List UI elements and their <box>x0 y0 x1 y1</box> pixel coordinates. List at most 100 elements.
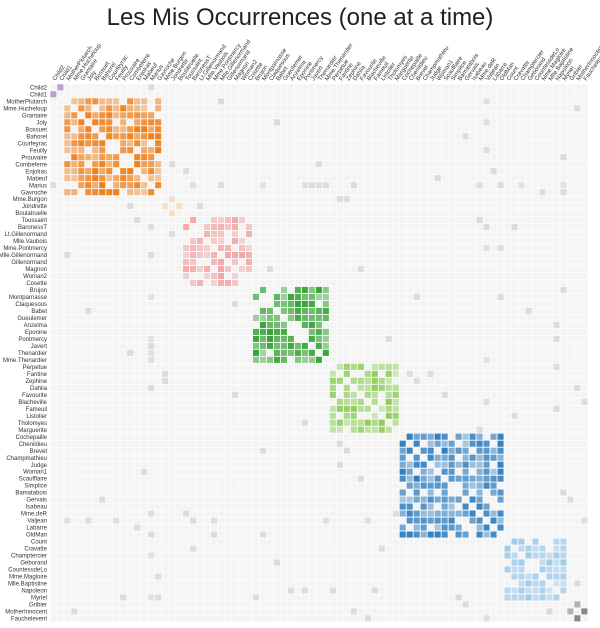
matrix-cell <box>553 405 560 412</box>
matrix-cell <box>378 384 385 391</box>
matrix-cell <box>238 237 246 245</box>
matrix-cell <box>518 594 525 601</box>
row-label: Toussaint <box>22 218 48 224</box>
row-label: BaronessT <box>18 225 47 231</box>
matrix-cell <box>308 286 315 294</box>
matrix-cell <box>462 461 469 468</box>
matrix-cell <box>301 321 308 328</box>
matrix-cell <box>98 153 106 161</box>
matrix-cell <box>273 342 280 349</box>
matrix-cell <box>357 265 364 273</box>
matrix-cell <box>469 440 476 447</box>
matrix-cell <box>196 251 204 259</box>
row-label: Fameuil <box>26 407 47 413</box>
matrix-cell <box>259 181 266 189</box>
matrix-cell <box>364 419 371 426</box>
matrix-cell <box>140 104 148 112</box>
matrix-cell <box>553 538 560 545</box>
matrix-cell <box>357 419 364 426</box>
matrix-cell <box>266 321 273 328</box>
matrix-cell <box>462 531 469 538</box>
matrix-cell <box>147 356 155 363</box>
matrix-cell <box>553 363 560 370</box>
matrix-cell <box>259 321 266 328</box>
matrix-cell <box>441 531 448 538</box>
matrix-cell <box>462 475 469 482</box>
matrix-cell <box>560 587 567 594</box>
matrix-cell <box>147 594 155 601</box>
matrix-cell <box>217 258 225 266</box>
row-label: MotherInnocent <box>5 609 47 615</box>
matrix-cell <box>392 510 399 517</box>
matrix-cell <box>420 433 427 440</box>
matrix-cell <box>371 426 378 433</box>
matrix-cell <box>266 356 273 363</box>
matrix-cell <box>406 370 413 377</box>
matrix-cell <box>574 384 581 391</box>
matrix-cell <box>441 517 448 524</box>
matrix-cell <box>182 265 190 273</box>
matrix-cell <box>210 517 218 524</box>
row-label: Mlle.Baptistine <box>8 582 48 588</box>
matrix-cell <box>105 125 113 133</box>
row-label: Scaufflaire <box>19 477 48 483</box>
matrix-cell <box>490 447 497 454</box>
matrix-cell <box>238 216 246 224</box>
matrix-cell <box>112 188 120 196</box>
matrix-cell <box>112 104 120 112</box>
matrix-cell <box>476 468 483 475</box>
matrix-cell <box>308 335 315 342</box>
matrix-cell <box>308 300 315 307</box>
matrix-cell <box>392 391 399 398</box>
matrix-cell <box>322 328 329 335</box>
matrix-cell <box>476 475 483 482</box>
matrix-cell <box>84 97 92 105</box>
matrix-cell <box>413 454 420 461</box>
matrix-cell <box>133 125 141 133</box>
matrix-cell <box>294 342 301 349</box>
matrix-cell <box>427 440 434 447</box>
matrix-cell <box>154 125 162 133</box>
row-label: Zephine <box>25 379 47 385</box>
matrix-cell <box>434 433 441 440</box>
matrix-cell <box>280 349 287 356</box>
matrix-cell <box>287 300 294 307</box>
matrix-cell <box>119 181 127 189</box>
matrix-cell <box>518 580 525 587</box>
matrix-cell <box>203 272 211 280</box>
matrix-cell <box>385 384 392 391</box>
matrix-cell <box>84 111 92 119</box>
matrix-cell <box>420 447 427 454</box>
matrix-cell <box>119 146 127 154</box>
row-label: Gervais <box>26 498 47 504</box>
matrix-cell <box>357 398 364 405</box>
matrix-cell <box>273 300 280 307</box>
matrix-cell <box>441 482 448 489</box>
matrix-cell <box>77 132 85 140</box>
matrix-cell <box>420 531 427 538</box>
matrix-cell <box>168 230 176 238</box>
matrix-cell <box>329 391 336 398</box>
matrix-cell <box>273 335 280 342</box>
row-label: Fauchelevent <box>11 616 47 622</box>
matrix-cell <box>301 587 308 594</box>
matrix-cell <box>497 510 504 517</box>
matrix-cell <box>266 328 273 335</box>
matrix-cell <box>385 363 392 370</box>
matrix-cell <box>357 384 364 391</box>
row-label: Grantaire <box>22 113 48 119</box>
matrix-cell <box>210 216 218 224</box>
row-label: Perpetue <box>23 365 48 371</box>
matrix-cell <box>50 181 57 189</box>
matrix-cell <box>420 517 427 524</box>
matrix-cell <box>231 230 239 238</box>
matrix-cell <box>231 391 239 398</box>
matrix-cell <box>427 531 434 538</box>
matrix-cell <box>455 531 462 538</box>
matrix-cell <box>406 447 413 454</box>
row-label: Judge <box>31 463 48 469</box>
matrix-cell <box>301 286 308 294</box>
matrix-cell <box>497 181 504 189</box>
matrix-cell <box>434 517 441 524</box>
row-label: Mme.Burgon <box>13 197 47 203</box>
